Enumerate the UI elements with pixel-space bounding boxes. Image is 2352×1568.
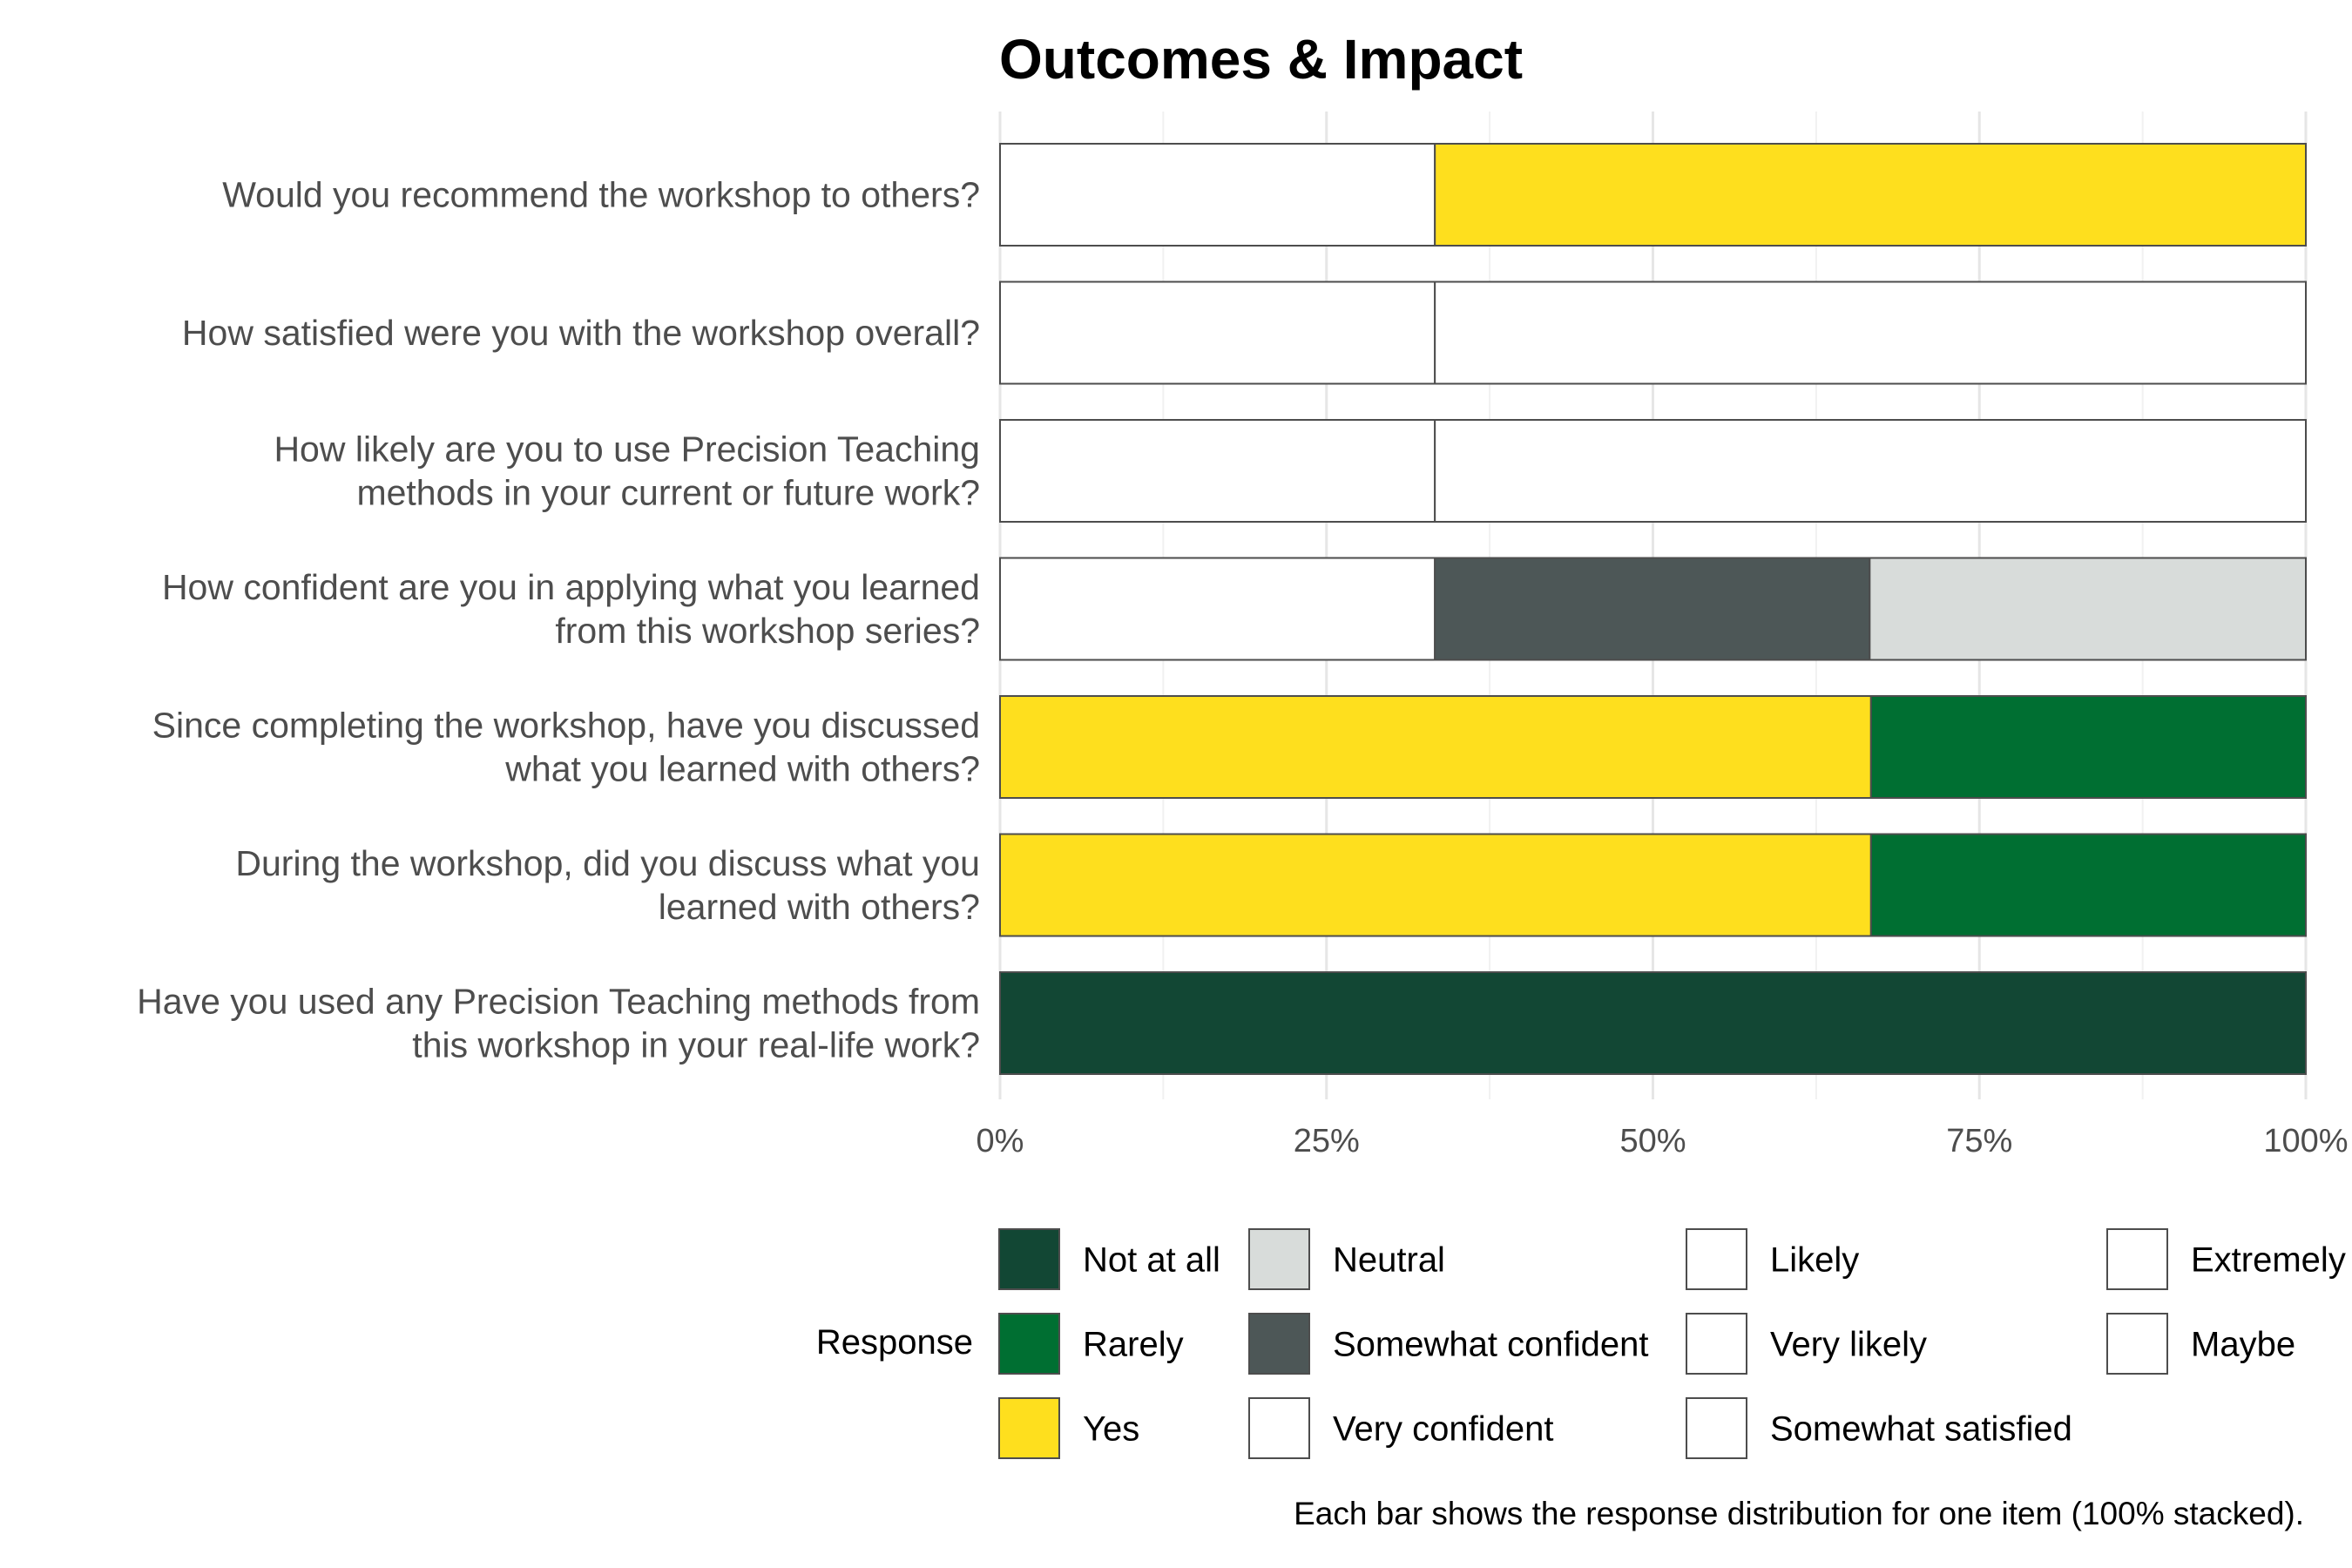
category-label: learned with others? bbox=[659, 887, 980, 927]
legend-item: Neutral bbox=[1248, 1228, 1445, 1290]
bar-segment bbox=[1434, 143, 2307, 247]
bar-segment bbox=[999, 419, 1436, 523]
bar-segment bbox=[1434, 419, 2307, 523]
bar-segment bbox=[1869, 557, 2307, 661]
bar-segment bbox=[999, 143, 1436, 247]
bars bbox=[999, 143, 2307, 1075]
bar-segment bbox=[1434, 280, 2307, 385]
legend-swatch bbox=[1248, 1228, 1310, 1290]
legend-item: Very likely bbox=[1686, 1313, 1927, 1375]
legend-swatch bbox=[1686, 1313, 1747, 1375]
legend-label: Very confident bbox=[1333, 1410, 1554, 1449]
legend-swatch bbox=[2106, 1313, 2168, 1375]
category-label: Have you used any Precision Teaching met… bbox=[137, 982, 980, 1022]
legend: Not at all Rarely Yes Neutral Somewhat confi… bbox=[998, 1228, 2346, 1459]
bar-segment bbox=[1869, 695, 2307, 799]
bar-segment bbox=[999, 833, 1872, 937]
legend-label: Not at all bbox=[1083, 1241, 1220, 1280]
legend-swatch bbox=[998, 1397, 1060, 1459]
category-label: How satisfied were you with the workshop… bbox=[182, 313, 980, 353]
chart-caption: Each bar shows the response distribution… bbox=[1294, 1496, 2304, 1531]
legend-swatch bbox=[1248, 1313, 1310, 1375]
legend-label: Somewhat satisfied bbox=[1770, 1410, 2072, 1449]
legend-swatch bbox=[998, 1313, 1060, 1375]
bar-segment bbox=[999, 971, 2307, 1075]
category-label: How confident are you in applying what y… bbox=[162, 567, 980, 607]
legend-item: Extremely bbox=[2106, 1228, 2346, 1290]
legend-item: Somewhat satisfied bbox=[1686, 1397, 2072, 1459]
legend-item: Maybe bbox=[2106, 1313, 2295, 1375]
x-tick-label: 100% bbox=[2263, 1123, 2348, 1159]
legend-swatch bbox=[2106, 1228, 2168, 1290]
category-label: How likely are you to use Precision Teac… bbox=[274, 429, 980, 470]
bar-segment bbox=[999, 557, 1436, 661]
bar-segment bbox=[999, 280, 1436, 385]
legend-swatch bbox=[1686, 1397, 1747, 1459]
legend-item: Likely bbox=[1686, 1228, 1859, 1290]
legend-item: Yes bbox=[998, 1397, 1139, 1459]
legend-label: Somewhat confident bbox=[1333, 1326, 1648, 1364]
x-tick-label: 50% bbox=[1619, 1123, 1686, 1159]
legend-label: Extremely bbox=[2191, 1241, 2346, 1280]
legend-swatch bbox=[1686, 1228, 1747, 1290]
legend-label: Very likely bbox=[1770, 1326, 1927, 1364]
bar-segment bbox=[999, 695, 1872, 799]
category-label: what you learned with others? bbox=[504, 749, 980, 789]
legend-swatch bbox=[998, 1228, 1060, 1290]
category-label: from this workshop series? bbox=[555, 611, 980, 651]
legend-label: Neutral bbox=[1333, 1241, 1445, 1280]
category-labels: Would you recommend the workshop to othe… bbox=[137, 175, 980, 1065]
category-label: Since completing the workshop, have you … bbox=[152, 706, 980, 746]
legend-label: Maybe bbox=[2191, 1326, 2295, 1364]
category-label: methods in your current or future work? bbox=[356, 473, 980, 513]
legend-title: Response bbox=[816, 1323, 973, 1362]
legend-item: Rarely bbox=[998, 1313, 1184, 1375]
legend-label: Yes bbox=[1083, 1410, 1139, 1449]
x-axis-ticks: 0% 25% 50% 75% 100% bbox=[977, 1123, 2349, 1159]
chart-title: Outcomes & Impact bbox=[999, 28, 1523, 91]
legend-item: Not at all bbox=[998, 1228, 1220, 1290]
legend-item: Somewhat confident bbox=[1248, 1313, 1648, 1375]
x-tick-label: 75% bbox=[1946, 1123, 2012, 1159]
legend-swatch bbox=[1248, 1397, 1310, 1459]
bar-segment bbox=[1434, 557, 1871, 661]
legend-label: Likely bbox=[1770, 1241, 1859, 1280]
category-label: this workshop in your real-life work? bbox=[412, 1025, 980, 1065]
legend-label: Rarely bbox=[1083, 1326, 1184, 1364]
x-tick-label: 0% bbox=[977, 1123, 1024, 1159]
bar-segment bbox=[1869, 833, 2307, 937]
category-label: Would you recommend the workshop to othe… bbox=[222, 175, 980, 215]
legend-item: Very confident bbox=[1248, 1397, 1554, 1459]
x-tick-label: 25% bbox=[1294, 1123, 1360, 1159]
category-label: During the workshop, did you discuss wha… bbox=[235, 843, 980, 883]
